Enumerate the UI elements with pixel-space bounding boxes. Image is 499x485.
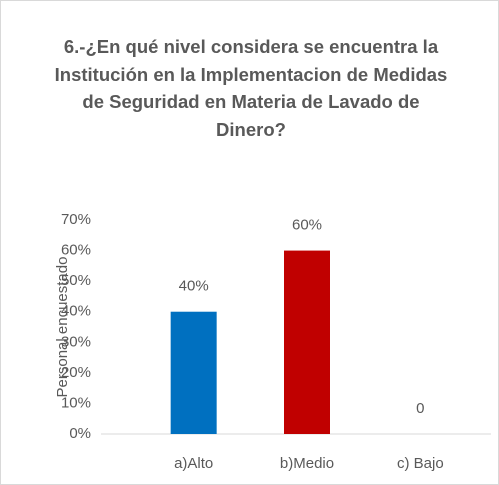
y-tick-label: 60% bbox=[61, 242, 91, 259]
chart-title: 6.-¿En qué nivel considera se encuentra … bbox=[54, 36, 448, 140]
bar bbox=[170, 311, 217, 434]
data-label: 0 bbox=[416, 400, 424, 417]
x-tick-label: a)Alto bbox=[174, 455, 213, 472]
y-tick-label: 20% bbox=[61, 364, 91, 381]
y-tick-label: 0% bbox=[69, 425, 91, 442]
y-tick-label: 70% bbox=[61, 211, 91, 228]
y-tick-label: 30% bbox=[61, 333, 91, 350]
y-tick-label: 50% bbox=[61, 272, 91, 289]
x-tick-label: b)Medio bbox=[280, 455, 334, 472]
bar bbox=[284, 250, 330, 434]
y-tick-label: 10% bbox=[61, 394, 91, 411]
data-label: 60% bbox=[292, 217, 322, 234]
x-tick-label: c) Bajo bbox=[397, 455, 444, 472]
data-label: 40% bbox=[179, 278, 209, 295]
y-tick-label: 40% bbox=[61, 303, 91, 320]
y-axis-title: Personal encuestado bbox=[54, 257, 71, 398]
